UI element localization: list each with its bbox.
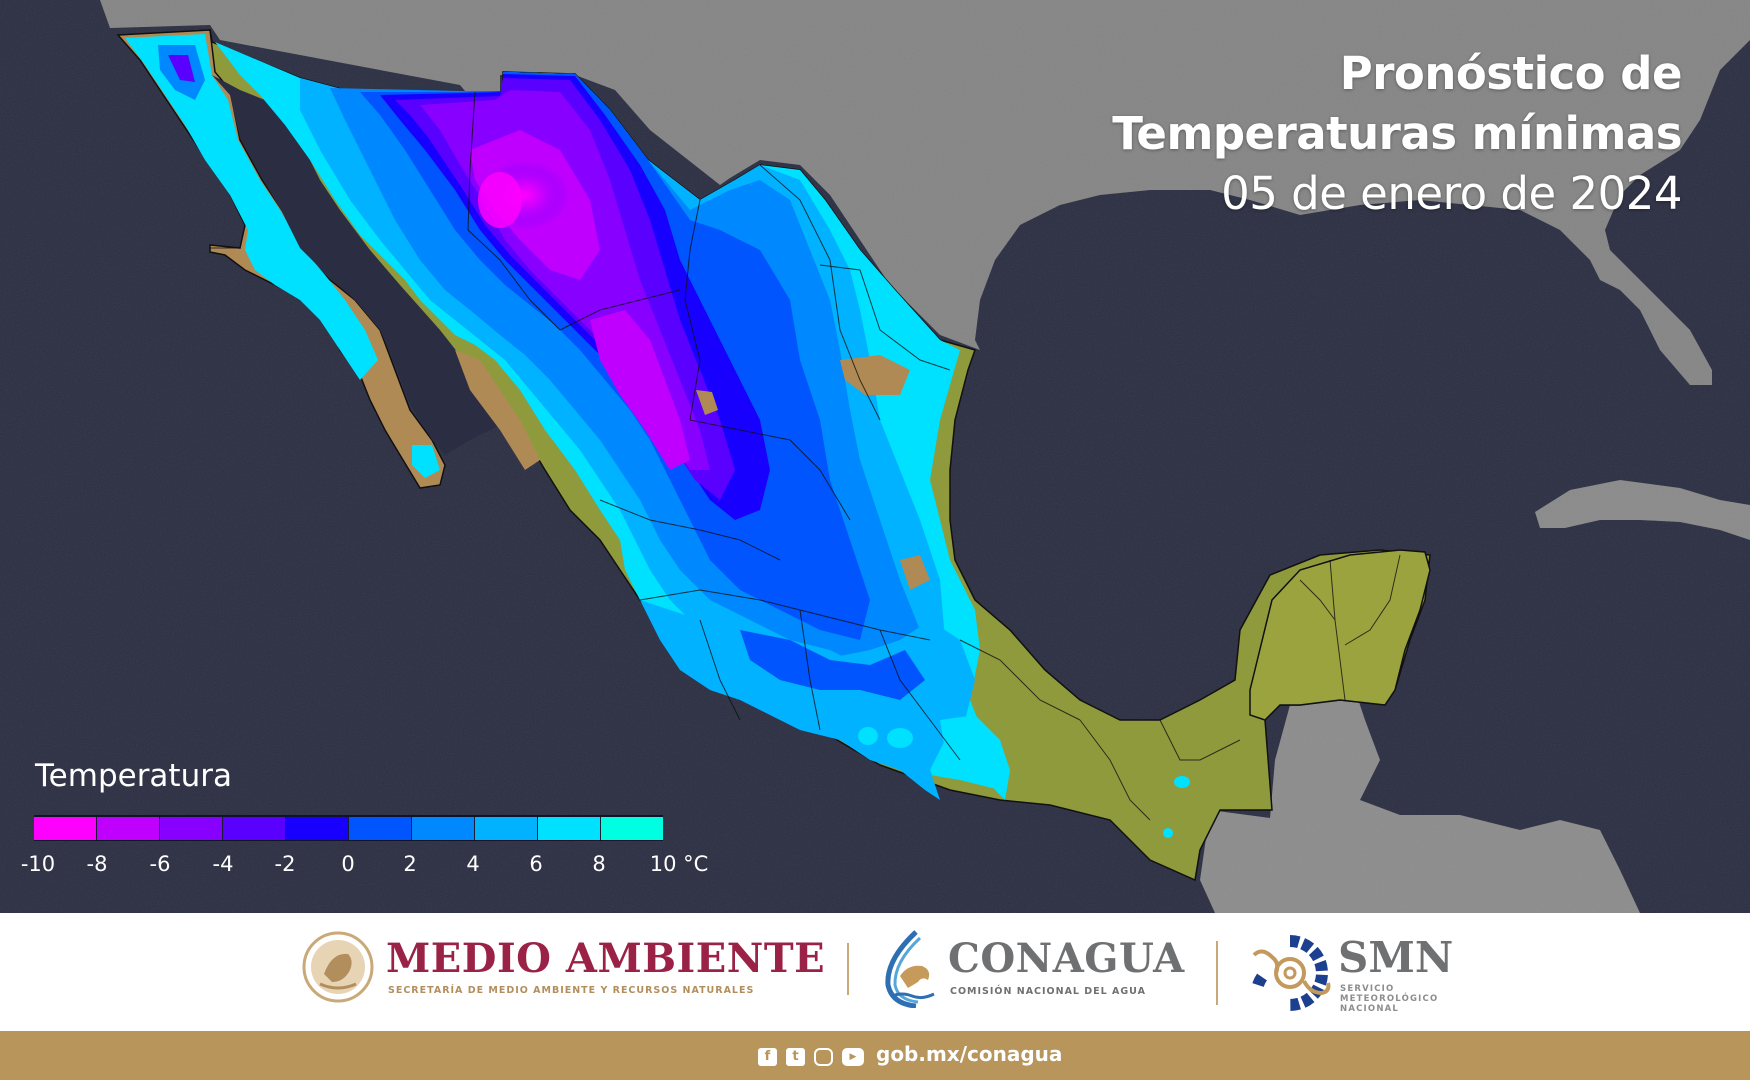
warm-patch-veracruz [900,555,930,590]
logo-divider [1216,941,1218,1005]
title-line-2: Temperaturas mínimas [1112,107,1682,160]
legend-tick: -2 [274,852,296,876]
baja-cold-zone [125,34,378,380]
legend-bin [34,817,97,840]
legend-tick: 0 [341,852,355,876]
smn-subtitle: SERVICIO METEOROLÓGICO NACIONAL [1340,984,1438,1014]
legend-bin [538,817,601,840]
legend-bin [601,817,663,840]
legend-tick: -6 [149,852,171,876]
title-block: Pronóstico de Temperaturas mínimas 05 de… [1112,44,1682,224]
social-links: f t ▶ [758,1048,864,1066]
legend-tick: -4 [212,852,234,876]
youtube-icon[interactable]: ▶ [842,1048,864,1066]
legend-tick: 10 °C [649,852,709,876]
mexico-coat-of-arms-icon [302,931,374,1003]
footer-bar [0,1031,1750,1080]
warm-patch-durango [696,390,718,415]
facebook-icon[interactable]: f [758,1048,777,1066]
logo-divider [847,943,849,995]
oaxaca-cold-finger [940,715,1010,800]
legend-tick: 6 [529,852,543,876]
smn-subtitle-line: METEOROLÓGICO [1340,994,1439,1004]
central-cold-extension [640,600,975,800]
smn-title: SMN [1338,933,1454,982]
yucatan-peninsula [1249,549,1431,721]
smn-subtitle-line: SERVICIO [1340,984,1395,994]
legend-bin [412,817,475,840]
warm-patch-coahuila [840,355,910,395]
cold-patch-guerrero-2 [887,728,913,748]
title-line-1: Pronóstico de [1339,47,1683,100]
forecast-date: 05 de enero de 2024 [1221,167,1682,220]
temperature-map: Pronóstico de Temperaturas mínimas 05 de… [0,0,1750,913]
logo-band [0,913,1750,1033]
conagua-logo-icon [885,930,935,1008]
website-link[interactable]: gob.mx/conagua [876,1042,1063,1066]
instagram-icon[interactable] [814,1048,833,1066]
legend-bin [97,817,160,840]
legend-tick: 2 [403,852,417,876]
baja-cold-core-2 [168,55,195,82]
legend-title: Temperatura [35,758,232,794]
cold-patch-chiapas-2 [1163,828,1173,838]
twitter-icon[interactable]: t [786,1048,805,1066]
legend-bin [475,817,538,840]
legend-bin [223,817,286,840]
legend-tick: -8 [86,852,108,876]
legend-tick: 8 [592,852,606,876]
baja-south-cold [412,445,440,478]
legend-bin [160,817,223,840]
map-graphic [0,0,1750,913]
medio-ambiente-title: MEDIO AMBIENTE [386,935,826,982]
cold-patch-chiapas [1174,776,1190,788]
conagua-title: CONAGUA [948,935,1185,982]
conagua-subtitle: COMISIÓN NACIONAL DEL AGUA [950,986,1146,997]
state-borders [210,91,1401,821]
temperature-legend: Temperatura -10 -8 -6 -4 -2 0 2 [21,756,734,876]
mainland-zone-neg6c-south [590,310,690,470]
gulf-of-california [212,75,510,455]
legend-color-bar [34,815,663,841]
cold-patch-guerrero [858,727,878,745]
legend-bin [286,817,349,840]
smn-subtitle-line: NACIONAL [1340,1004,1400,1014]
legend-tick: 4 [466,852,480,876]
coldest-core-peak [478,172,522,228]
legend-bin [349,817,412,840]
medio-ambiente-subtitle: SECRETARÍA DE MEDIO AMBIENTE Y RECURSOS … [388,985,755,996]
legend-tick-labels: -10 -8 -6 -4 -2 0 2 4 6 8 10 °C [21,852,754,882]
warm-patch-sinaloa [455,350,540,470]
smn-logo-icon [1252,935,1331,1011]
legend-tick: -10 [20,852,56,876]
central-cold-core [740,630,925,700]
